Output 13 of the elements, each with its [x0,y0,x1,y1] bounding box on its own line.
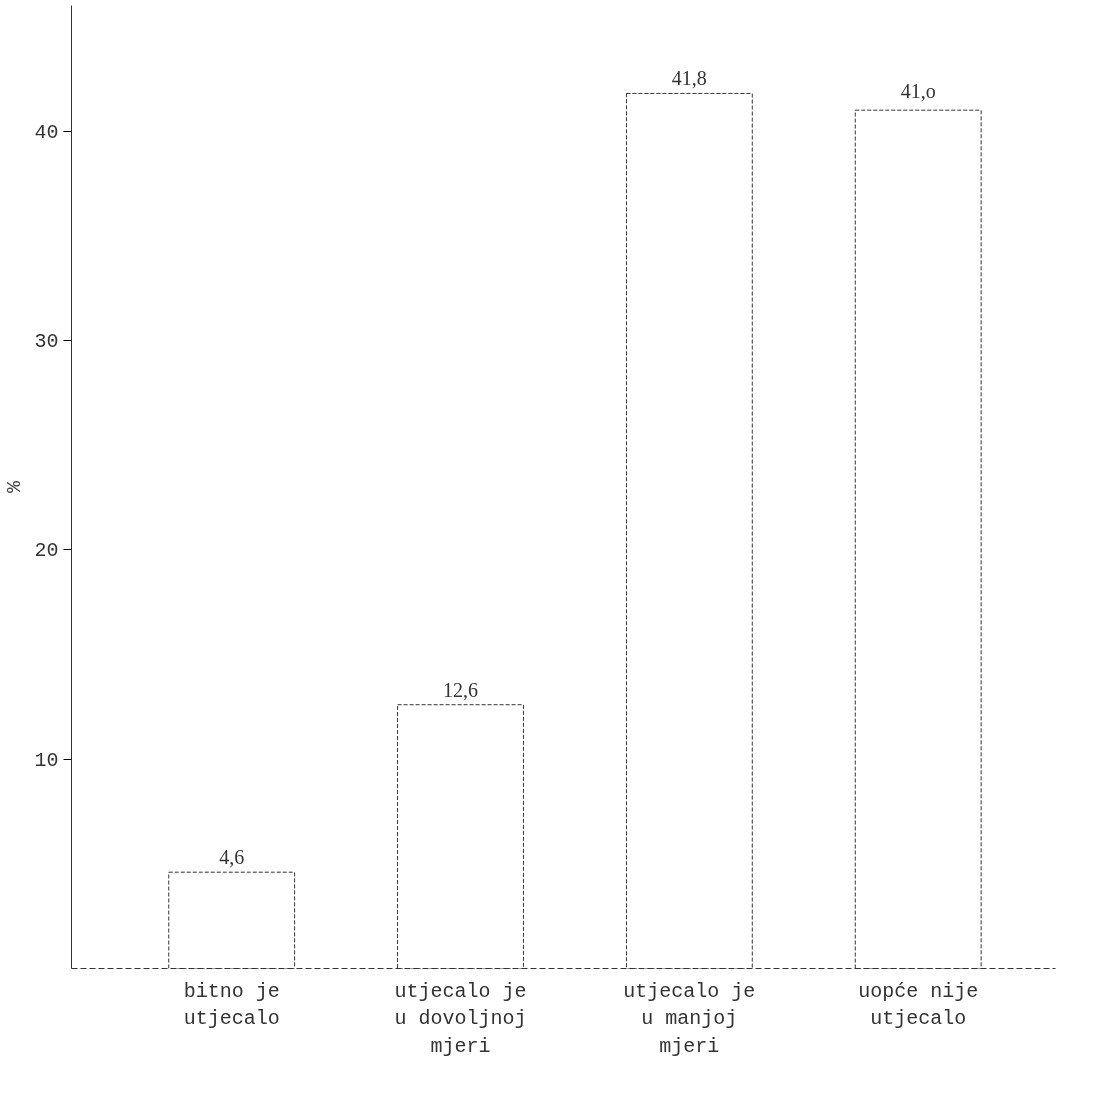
y-tick-label: 10 [34,748,59,772]
x-tick-label: utjecalo je u manjoj mjeri [623,979,756,1058]
y-tick-label: 20 [34,539,59,563]
y-tick-label: 40 [34,120,59,144]
x-tick-label: uopće nije utjecalo [858,979,979,1031]
data-label: 12,6 [443,678,479,701]
x-tick-label: bitno je utjecalo [183,979,280,1031]
data-label: 41,o [900,80,936,103]
data-label: 4,6 [219,846,245,869]
x-tick-label: utjecalo je u dovoljnoj mjeri [394,979,527,1058]
y-tick-label: 30 [34,329,59,353]
data-label: 41,8 [671,67,707,90]
y-axis-title: % [3,480,27,493]
